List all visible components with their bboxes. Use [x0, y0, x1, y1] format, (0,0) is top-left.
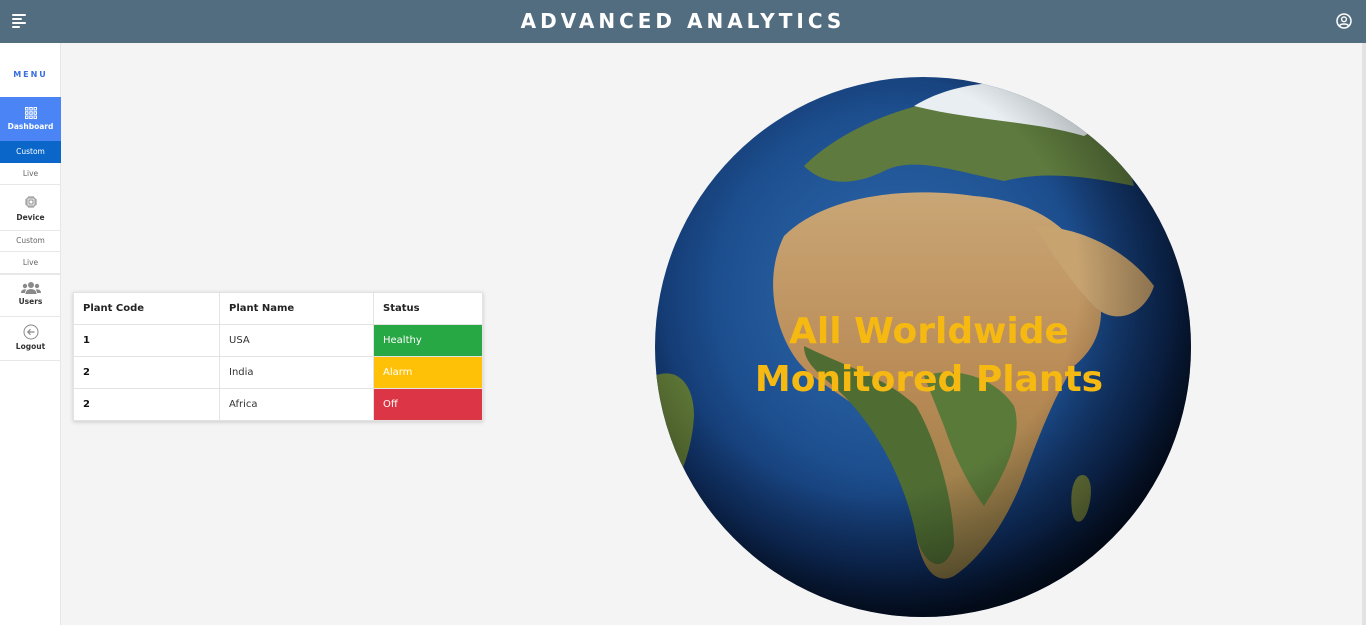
sidebar-subitem-device-custom[interactable]: Custom: [0, 230, 61, 252]
sidebar-subitem-device-live[interactable]: Live: [0, 252, 61, 274]
page-scrollbar[interactable]: [1362, 43, 1366, 625]
hamburger-menu-icon[interactable]: [12, 14, 28, 28]
plant-name-cell: USA: [219, 324, 374, 357]
column-header-plant-code: Plant Code: [73, 292, 220, 325]
sidebar-item-label: Logout: [15, 342, 46, 351]
sidebar-item-label: Device: [16, 213, 45, 222]
globe-caption-line-2: Monitored Plants: [754, 359, 1104, 400]
top-header: ADVANCED ANALYTICS: [0, 0, 1366, 43]
logout-arrow-icon: [23, 324, 38, 340]
sidebar-item-logout[interactable]: Logout: [0, 317, 61, 361]
plant-name-cell: Africa: [219, 388, 374, 421]
grid-icon: [24, 107, 37, 119]
plant-code-cell: 2: [73, 388, 220, 421]
sidebar: MENU Dashboard Custom Live Device Custom…: [0, 43, 61, 625]
sidebar-item-label: Dashboard: [7, 122, 54, 131]
sidebar-subitem-dashboard-custom[interactable]: Custom: [0, 141, 61, 163]
table-header-row: Plant Code Plant Name Status: [73, 292, 483, 325]
menu-label: MENU: [13, 70, 48, 79]
sidebar-item-device[interactable]: Device: [0, 186, 61, 231]
plants-table: Plant Code Plant Name Status 1 USA Healt…: [73, 292, 483, 421]
globe-caption-line-1: All Worldwide: [789, 311, 1069, 352]
column-header-plant-name: Plant Name: [219, 292, 374, 325]
app-title: ADVANCED ANALYTICS: [520, 9, 846, 33]
table-row[interactable]: 1 USA Healthy: [73, 324, 483, 357]
status-badge: Alarm: [373, 356, 483, 389]
sidebar-item-dashboard[interactable]: Dashboard: [0, 97, 61, 141]
chip-icon: [24, 196, 37, 208]
user-circle-icon[interactable]: [1336, 13, 1352, 29]
plant-name-cell: India: [219, 356, 374, 389]
sidebar-item-label: Users: [18, 297, 43, 306]
globe-caption: All Worldwide Monitored Plants: [654, 308, 1204, 404]
sidebar-subitem-dashboard-live[interactable]: Live: [0, 163, 61, 185]
status-badge: Healthy: [373, 324, 483, 357]
table-row[interactable]: 2 India Alarm: [73, 356, 483, 389]
column-header-status: Status: [373, 292, 483, 325]
plant-code-cell: 1: [73, 324, 220, 357]
sidebar-item-users[interactable]: Users: [0, 274, 61, 317]
table-row[interactable]: 2 Africa Off: [73, 388, 483, 421]
users-icon: [20, 282, 41, 294]
earth-globe-image: [655, 77, 1191, 617]
plant-code-cell: 2: [73, 356, 220, 389]
status-badge: Off: [373, 388, 483, 421]
